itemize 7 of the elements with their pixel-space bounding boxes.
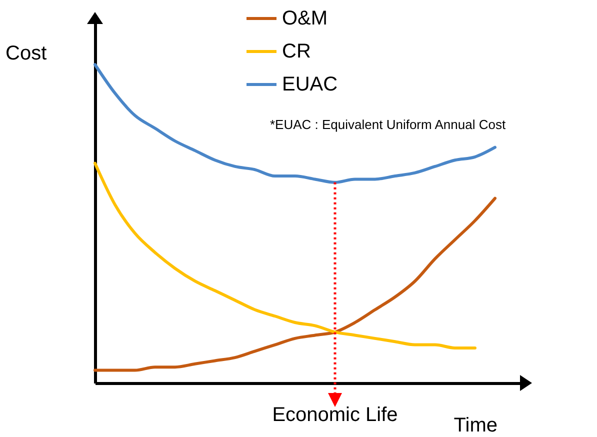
- x-axis-title: Time: [454, 414, 498, 436]
- legend-label: O&M: [282, 8, 328, 30]
- annotation: *EUAC : Equivalent Uniform Annual Cost: [270, 117, 506, 132]
- legend-label: EUAC: [282, 74, 338, 96]
- y-axis-title: Cost: [6, 42, 48, 64]
- legend-label: CR: [282, 40, 311, 62]
- text: Economic Life: [272, 404, 398, 426]
